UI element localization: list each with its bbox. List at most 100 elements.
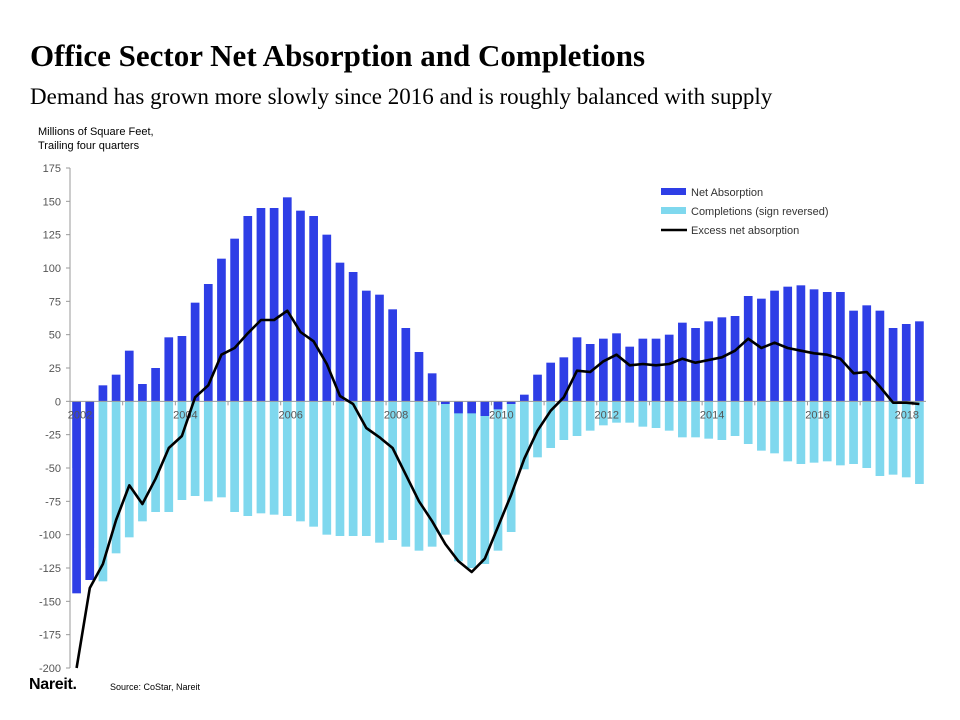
completions-bar <box>915 401 924 484</box>
excess-net-absorption-line <box>75 309 920 669</box>
completions-bar <box>454 401 463 562</box>
net-absorption-bar <box>85 401 95 580</box>
y-tick-label: -175 <box>39 630 61 642</box>
y-tick-label: 25 <box>49 363 61 375</box>
y-tick-label: 150 <box>43 196 61 208</box>
nareit-logo: Nareit. <box>29 676 77 693</box>
completions-bar <box>440 401 450 535</box>
net-absorption-bar <box>862 305 872 402</box>
net-absorption-bar <box>203 284 213 402</box>
completions-bar <box>335 401 345 536</box>
completions-bar <box>177 401 187 500</box>
chart-subtitle: Demand has grown more slowly since 2016 … <box>30 84 773 109</box>
completions-bar <box>638 401 648 427</box>
completions-bar <box>217 401 226 498</box>
net-absorption-bar <box>599 338 608 402</box>
legend-excess-label: Excess net absorption <box>691 225 799 237</box>
net-absorption-bar <box>322 234 332 402</box>
net-absorption-bar <box>190 302 200 402</box>
completions-bar <box>836 401 845 466</box>
net-absorption-bar <box>691 328 700 402</box>
completions-bar <box>256 401 266 514</box>
completions-bar <box>361 401 371 536</box>
net-absorption-bar <box>467 401 477 414</box>
net-absorption-bar <box>717 317 727 402</box>
completions-bar <box>203 401 213 502</box>
net-absorption-bar <box>138 384 147 402</box>
completions-bar <box>625 401 635 423</box>
completions-bar <box>388 401 397 540</box>
net-absorption-bar <box>651 338 661 402</box>
completions-bar <box>480 401 490 564</box>
completions-bar <box>98 401 108 582</box>
y-tick-label: -200 <box>39 663 61 675</box>
y-tick-label: -100 <box>39 530 61 542</box>
net-absorption-bar <box>480 401 490 416</box>
net-absorption-bar <box>309 216 318 402</box>
source-note: Source: CoStar, Nareit <box>110 682 201 692</box>
completions-bar <box>757 401 766 451</box>
legend-completions-label: Completions (sign reversed) <box>691 206 829 218</box>
completions-bar <box>888 401 898 475</box>
y-tick-label: 175 <box>43 163 61 175</box>
completions-bar <box>414 401 424 551</box>
net-absorption-bar <box>454 401 463 414</box>
net-absorption-bar <box>572 337 582 402</box>
legend-completions-swatch <box>661 207 686 214</box>
net-absorption-bar <box>414 352 424 402</box>
completions-bar <box>546 401 556 448</box>
net-absorption-bar <box>625 346 635 402</box>
net-absorption-bar <box>704 321 714 402</box>
completions-bar <box>691 401 700 438</box>
y-tick-label: -75 <box>45 496 61 508</box>
completions-bar <box>743 401 753 444</box>
completions-bar <box>770 401 779 454</box>
y-tick-label: -25 <box>45 430 61 442</box>
completions-bar <box>111 401 121 554</box>
net-absorption-bar <box>348 272 358 402</box>
completions-bar <box>322 401 332 535</box>
chart-legend: Net Absorption Completions (sign reversed… <box>661 187 829 237</box>
net-absorption-bar <box>177 336 187 402</box>
completions-bar <box>585 401 595 431</box>
net-absorption-bar <box>72 401 81 594</box>
net-absorption-bar <box>375 294 384 402</box>
y-tick-label: -125 <box>39 563 61 575</box>
net-absorption-bar <box>269 208 279 402</box>
completions-bar <box>849 401 858 464</box>
completions-bar <box>862 401 872 468</box>
completions-bar <box>875 401 885 476</box>
completions-bar <box>559 401 569 440</box>
completions-bar <box>427 401 437 547</box>
net-absorption-bar <box>282 197 292 402</box>
net-absorption-bar <box>770 290 779 402</box>
completions-bar <box>243 401 253 516</box>
chart-title: Office Sector Net Absorption and Complet… <box>30 38 646 73</box>
x-tick-label: 2002 <box>68 409 92 421</box>
y-tick-label: 50 <box>49 330 61 342</box>
legend-net-absorption-label: Net Absorption <box>691 187 763 199</box>
y-tick-label: 100 <box>43 263 61 275</box>
net-absorption-bar <box>901 324 911 402</box>
net-absorption-bar <box>361 290 371 402</box>
net-absorption-bar <box>836 292 845 402</box>
completions-bar <box>612 401 621 423</box>
net-absorption-bar <box>98 385 108 402</box>
completions-bar <box>519 401 529 470</box>
completions-bar <box>467 401 477 568</box>
completions-bar <box>151 401 160 512</box>
net-absorption-bar <box>664 334 674 402</box>
net-absorption-bar <box>638 338 648 402</box>
completions-bar <box>796 401 806 464</box>
y-tick-label: -50 <box>45 463 61 475</box>
y-tick-label: 125 <box>43 230 61 242</box>
completions-bar <box>348 401 358 536</box>
completions-bars <box>72 401 924 582</box>
net-absorption-bar <box>559 357 569 402</box>
y-tick-label: -150 <box>39 596 61 608</box>
completions-bar <box>138 401 147 522</box>
net-absorption-bar <box>217 258 226 402</box>
net-absorption-bar <box>243 216 253 402</box>
net-absorption-bar <box>230 238 239 402</box>
net-absorption-bar <box>256 208 266 402</box>
